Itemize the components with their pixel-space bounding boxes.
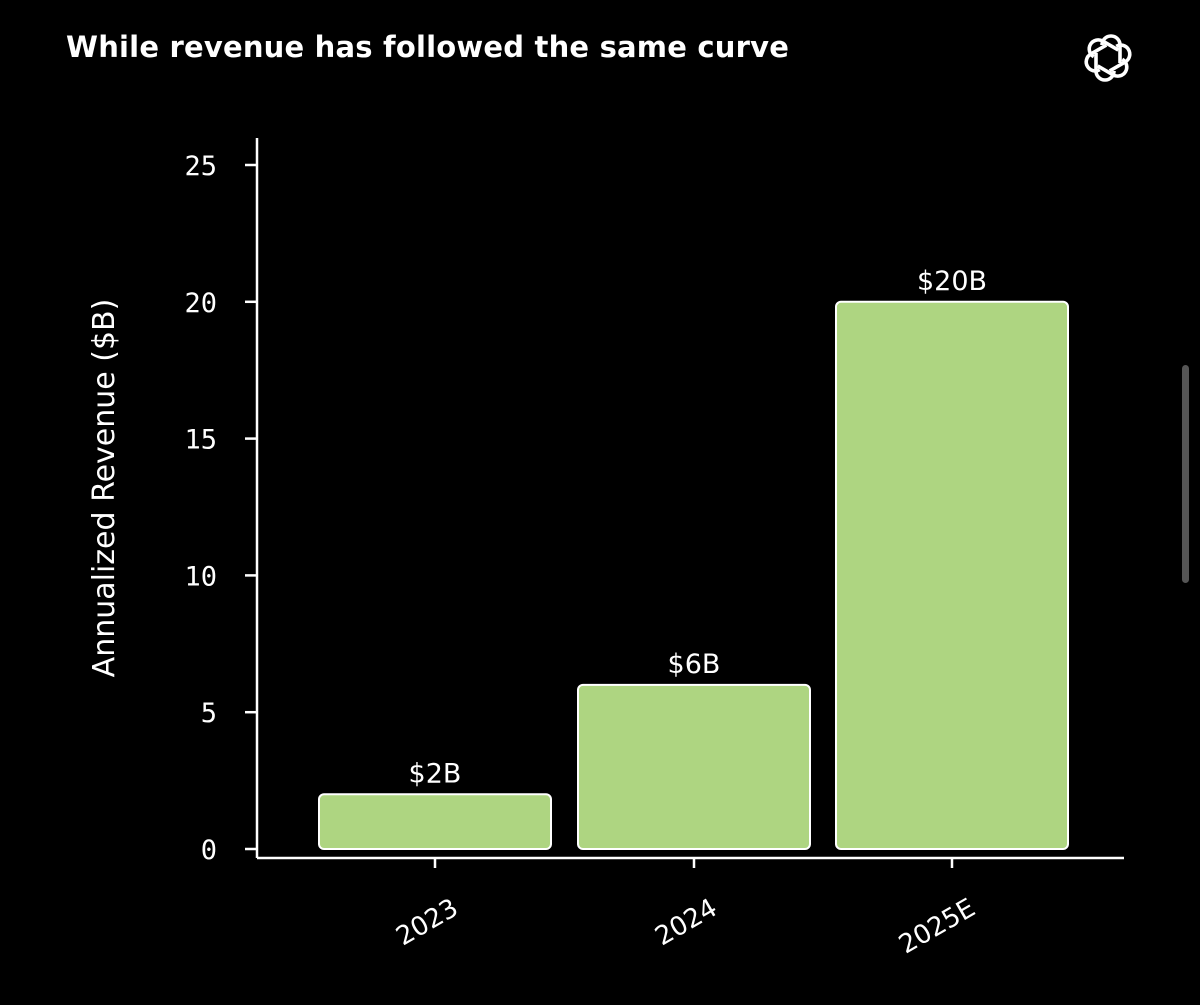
y-axis: 0 5 10 15 20 25 [184,138,259,866]
bar-2025e [835,300,1069,850]
x-tick-label: 2023 [391,893,463,952]
vertical-scrollbar[interactable] [1182,365,1189,583]
y-tick-label: 20 [184,288,217,319]
y-tick-label: 5 [201,698,217,729]
y-tick-label: 15 [184,425,217,456]
data-label: $20B [917,266,987,297]
y-tick-label: 0 [201,835,217,866]
data-label: $2B [409,758,462,789]
data-labels: $2B $6B $20B [409,266,987,789]
bar-2023 [318,793,552,851]
chart-title: While revenue has followed the same curv… [66,30,790,64]
bar-2024 [577,683,811,851]
x-tick-label: 2025E [894,893,981,960]
data-label: $6B [668,649,721,680]
bars [318,300,1069,851]
x-axis: 2023 2024 2025E [257,856,1124,960]
x-tick-label: 2024 [650,893,722,952]
y-tick-label: 25 [184,151,217,182]
openai-logo-icon [1084,34,1132,82]
y-axis-title: Annualized Revenue ($B) [87,299,122,678]
y-tick-label: 10 [184,561,217,592]
